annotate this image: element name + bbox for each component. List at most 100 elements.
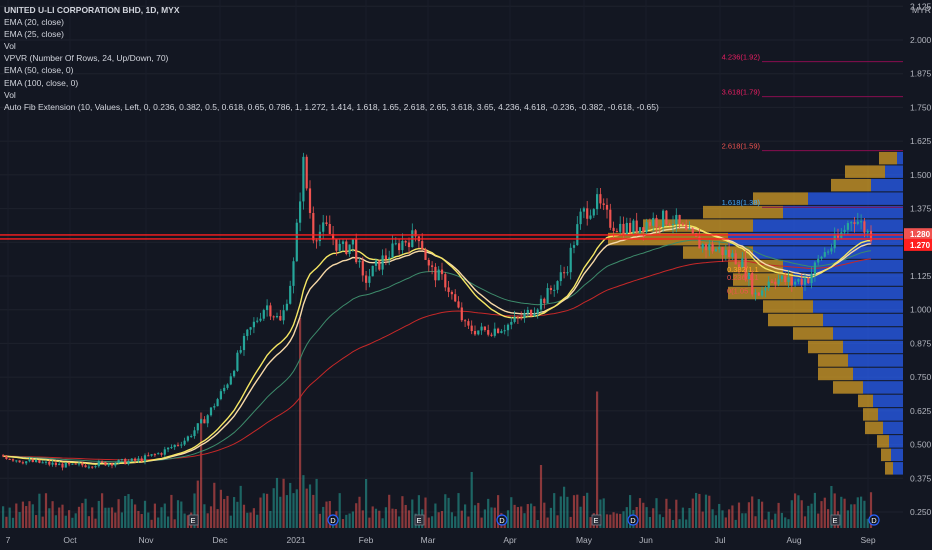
candle-body (563, 272, 566, 274)
currency-label: MYR (912, 5, 931, 15)
candle-body (190, 436, 193, 438)
candle-body (648, 222, 651, 226)
volume-bar (444, 494, 447, 528)
earnings-badge[interactable]: E (414, 514, 425, 526)
volume-bar (440, 511, 444, 528)
candle-body (714, 249, 717, 252)
candle-body (233, 370, 236, 377)
volume-bar (252, 508, 255, 528)
vpvr-up-bar (871, 178, 903, 192)
volume-bar (5, 516, 8, 528)
legend-ema25[interactable]: EMA (25, close) (4, 29, 64, 40)
volume-bar (341, 519, 345, 528)
candle-body (655, 217, 658, 227)
dividend-badge[interactable]: D (868, 514, 880, 526)
candle-body (315, 240, 318, 242)
candle-body (454, 294, 457, 302)
candle-body (292, 261, 295, 286)
candle-body (784, 275, 787, 283)
legend-vpvr[interactable]: VPVR (Number Of Rows, 24, Up/Down, 70) (4, 53, 169, 64)
volume-bar (411, 499, 414, 528)
candle-body (810, 274, 813, 284)
volume-bar (124, 495, 127, 528)
legend-ema50[interactable]: EMA (50, close, 0) (4, 65, 74, 76)
legend-vol-2[interactable]: Vol (4, 89, 16, 100)
volume-bar (107, 507, 110, 528)
volume-bar (549, 507, 552, 528)
candle-body (21, 462, 24, 464)
time-axis[interactable]: 7 Oct Nov Dec 2021 Feb Mar Apr May Jun Jul Aug Sep (6, 535, 876, 545)
price-tick-label: 1.875 (910, 69, 932, 79)
earnings-badge[interactable]: E (188, 514, 199, 526)
legend-symbol[interactable]: UNITED U-LI CORPORATION BHD, 1D, MYX (4, 5, 180, 15)
candle-body (688, 228, 691, 230)
candle-body (460, 307, 463, 321)
candle-body (582, 208, 585, 212)
candle-body (153, 454, 156, 456)
volume-bar (576, 494, 579, 528)
vpvr-up-bar (843, 340, 903, 354)
legend-ema20[interactable]: EMA (20, close) (4, 17, 64, 28)
candle-body (645, 222, 648, 233)
candle-body (510, 321, 513, 325)
volume-bar (216, 509, 219, 528)
volume-bar (599, 499, 602, 528)
volume-bar (348, 513, 351, 528)
candle-body (203, 419, 206, 424)
volume-bar (622, 511, 625, 528)
price-tick-label: 0.750 (910, 372, 932, 382)
volume-bar (530, 503, 533, 528)
volume-bar (523, 513, 526, 528)
volume-bar (8, 507, 11, 528)
legend-fib[interactable]: Auto Fib Extension (10, Values, Left, 0,… (4, 101, 659, 112)
horizontal-line[interactable] (0, 234, 903, 240)
legend-vol[interactable]: Vol (4, 41, 16, 52)
legend-ema100[interactable]: EMA (100, close, 0) (4, 77, 79, 88)
candle-body (91, 466, 94, 468)
volume-bar (173, 519, 176, 528)
candle-body (176, 444, 180, 446)
dividend-badge[interactable]: D (496, 514, 508, 526)
vpvr-up-bar (813, 300, 903, 313)
candle-body (566, 272, 569, 274)
earnings-badge[interactable]: E (591, 514, 602, 526)
candle-body (665, 210, 668, 225)
candle-body (718, 247, 721, 250)
candle-body (774, 281, 777, 285)
candle-body (450, 291, 453, 295)
price-axis[interactable]: MYR 2.125 2.000 1.875 1.750 1.625 1.500 1.375 1… (903, 0, 932, 550)
candle-body (734, 253, 737, 265)
volume-bar (642, 502, 645, 528)
volume-bar (678, 519, 681, 528)
volume-bar (784, 517, 787, 528)
volume-bar (863, 500, 866, 528)
volume-bar (407, 510, 411, 528)
volume-bar (58, 507, 61, 528)
volume-bar (160, 507, 163, 528)
candle-body (318, 231, 321, 242)
candle-body (553, 289, 556, 291)
volume-bar (64, 515, 67, 528)
candle-body (440, 269, 444, 275)
volume-bar (381, 518, 384, 528)
volume-bar (612, 512, 615, 528)
candle-body (183, 440, 186, 445)
volume-bar (483, 509, 486, 528)
volume-bar (596, 391, 599, 528)
candle-body (25, 461, 28, 464)
candle-body (74, 463, 77, 465)
candle-body (480, 326, 483, 331)
volume-bar (18, 512, 21, 528)
volume-bar (869, 492, 873, 528)
dividend-badge[interactable]: D (327, 514, 339, 526)
earnings-badge[interactable]: E (830, 514, 841, 526)
dividend-badge[interactable]: D (627, 514, 639, 526)
volume-bar (127, 494, 130, 528)
volume-bar (328, 501, 331, 528)
candle-body (549, 288, 552, 291)
candle-body (170, 447, 173, 449)
candle-body (536, 309, 539, 314)
volume-bar (497, 495, 500, 528)
